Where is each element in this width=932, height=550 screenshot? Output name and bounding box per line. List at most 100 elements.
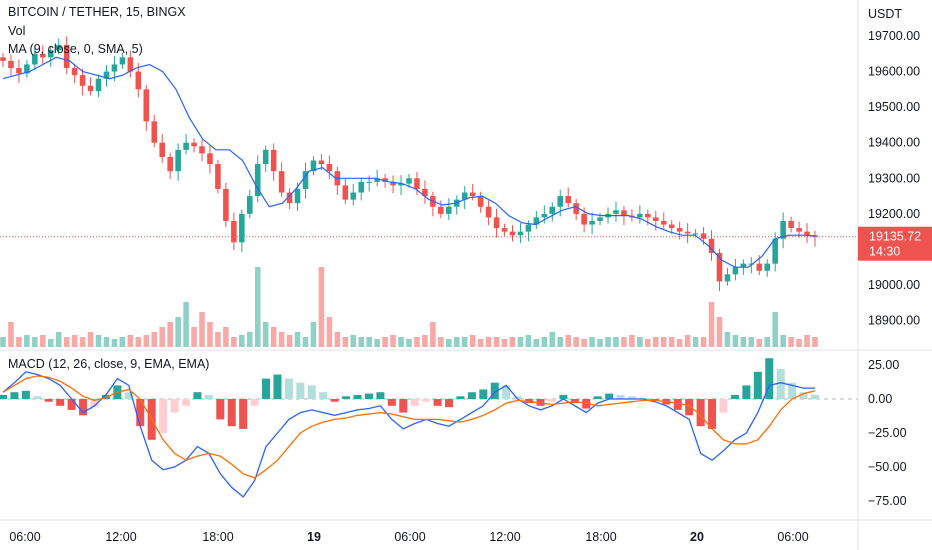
last-price-value: 19135.72 — [869, 230, 921, 244]
volume-bar — [485, 337, 492, 347]
candle-body — [788, 220, 794, 229]
macd-histogram-bar — [227, 399, 236, 427]
macd-histogram-bar — [410, 399, 419, 406]
volume-bar — [334, 332, 341, 347]
volume-bar — [652, 337, 659, 347]
candle-body — [438, 206, 444, 214]
macd-histogram-bar — [765, 358, 774, 399]
volume-bar — [270, 327, 277, 347]
candle-body — [660, 220, 667, 225]
volume-bar — [700, 337, 707, 347]
candle-body — [135, 71, 142, 90]
candle-body — [55, 44, 62, 51]
macd-histogram-bar — [67, 399, 76, 410]
volume-bar — [477, 339, 484, 347]
candle-body — [318, 160, 325, 165]
candle-body — [732, 267, 739, 275]
volume-bar — [716, 317, 723, 347]
candle-body — [310, 160, 317, 172]
candle-body — [382, 178, 388, 182]
volume-bar — [167, 322, 173, 347]
macd-histogram-bar — [628, 396, 637, 399]
ma-line — [2, 56, 816, 268]
candle-body — [724, 274, 731, 282]
volume-bar — [358, 337, 365, 347]
candle-body — [692, 233, 699, 235]
candle-body — [772, 238, 778, 264]
volume-bar — [159, 327, 166, 347]
macd-histogram-bar — [262, 378, 271, 399]
candle-body — [358, 181, 365, 193]
candle-body — [581, 213, 587, 225]
candle-body — [231, 220, 237, 243]
candle-body — [111, 64, 118, 72]
candle-body — [40, 53, 46, 58]
volume-bar — [446, 339, 452, 347]
macd-tick-label: −75.00 — [868, 494, 907, 508]
volume-bar — [676, 339, 683, 347]
price-tick-label: 18900.00 — [868, 314, 920, 328]
volume-bar — [71, 335, 78, 347]
volume-bar — [326, 317, 333, 347]
volume-bar — [119, 337, 126, 347]
price-tick-label: 19400.00 — [868, 136, 920, 150]
macd-histogram-bar — [742, 385, 751, 399]
candlesticks[interactable] — [0, 36, 818, 292]
candle-body — [183, 142, 189, 150]
volume-bar — [732, 335, 739, 347]
volume-bar — [645, 339, 651, 347]
macd-histogram-bar — [479, 389, 488, 399]
volume-bar — [207, 322, 213, 347]
macd-line — [2, 371, 815, 498]
candle-body — [167, 156, 173, 172]
macd-histogram-bar — [136, 399, 145, 427]
macd-histogram-bar — [284, 378, 293, 399]
candle-body — [700, 233, 707, 239]
macd-histogram-bar — [799, 392, 808, 399]
volume-bar — [533, 339, 540, 347]
candle-body — [716, 252, 723, 282]
signal-line — [2, 375, 816, 479]
macd-histogram-bar — [559, 394, 568, 399]
candle-body — [103, 71, 110, 79]
macd-tick-label: −25.00 — [868, 426, 907, 440]
candle-body — [47, 50, 54, 58]
volume-bar — [565, 335, 572, 347]
macd-histogram-bar — [753, 371, 762, 399]
candle-body — [573, 203, 579, 214]
volume-bar — [103, 337, 110, 347]
volume-bar — [637, 337, 643, 347]
volume-bar — [692, 337, 699, 347]
volume-bar — [0, 337, 6, 347]
volume-bar — [501, 339, 508, 347]
macd-histogram-bar — [273, 374, 282, 399]
candle-body — [652, 217, 659, 221]
macd-histogram-bar — [422, 399, 431, 402]
price-unit-label: USDT — [868, 7, 902, 21]
time-tick-label: 12:00 — [105, 530, 136, 544]
volume-bar — [254, 267, 261, 347]
macd-histogram-bar — [181, 399, 190, 406]
macd-histogram-bar — [250, 399, 259, 406]
volume-bar — [47, 339, 54, 347]
macd-histogram-bar — [650, 399, 659, 401]
macd-histogram-bar — [696, 399, 705, 427]
candle-body — [127, 57, 134, 72]
ma-label: MA (9, close, 0, SMA, 5) — [8, 42, 143, 56]
candle-body — [684, 231, 691, 234]
volume-bar — [79, 337, 86, 347]
volume-bar — [557, 337, 564, 347]
macd-histogram-bar — [525, 399, 534, 404]
volume-bar — [151, 332, 158, 347]
volume-bar — [430, 322, 436, 347]
volume-bar — [788, 337, 794, 347]
time-tick-label: 06:00 — [777, 530, 808, 544]
macd-histogram-bar — [788, 382, 797, 399]
candle-body — [342, 185, 349, 200]
candle-body — [159, 142, 166, 157]
macd-histogram-bar — [159, 399, 168, 433]
candle-body — [286, 192, 293, 204]
volume-bar — [469, 335, 476, 347]
volume-bar — [111, 339, 118, 347]
